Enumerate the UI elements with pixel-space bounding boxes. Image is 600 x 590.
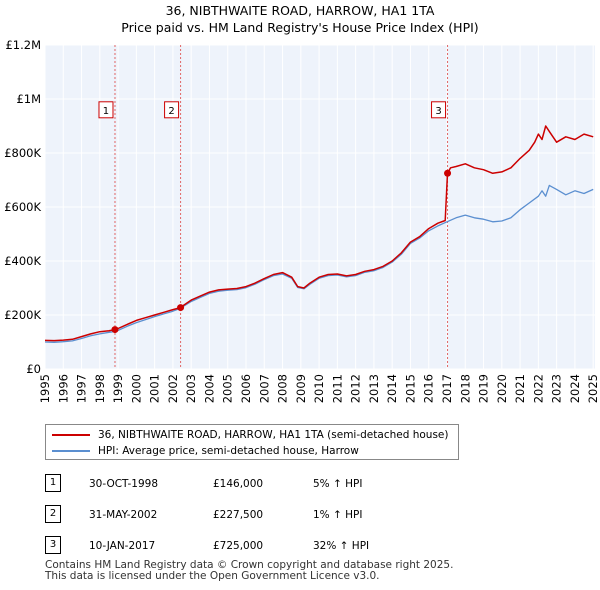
sale-point bbox=[111, 326, 119, 334]
sale-hpi-delta: 32% ↑ HPI bbox=[313, 540, 370, 552]
x-tick-label: 1999 bbox=[111, 374, 125, 403]
x-tick-label: 1997 bbox=[75, 374, 89, 403]
x-tick-label: 2013 bbox=[367, 374, 381, 403]
x-tick-label: 2024 bbox=[568, 374, 582, 403]
hpi-line-swatch bbox=[52, 450, 90, 452]
table-row: 2 31-MAY-2002 £227,500 1% ↑ HPI bbox=[45, 505, 465, 523]
x-tick-label: 2009 bbox=[294, 374, 308, 403]
x-tick-label: 2015 bbox=[403, 374, 417, 403]
legend-property-label: 36, NIBTHWAITE ROAD, HARROW, HA1 1TA (se… bbox=[98, 429, 449, 441]
x-tick-label: 2020 bbox=[495, 374, 509, 403]
x-tick-label: 2025 bbox=[586, 374, 600, 403]
footer-copyright: Contains HM Land Registry data © Crown c… bbox=[45, 559, 454, 571]
sale-label-text: 2 bbox=[168, 106, 174, 117]
y-tick-label: £800K bbox=[4, 146, 41, 160]
legend-item-property: 36, NIBTHWAITE ROAD, HARROW, HA1 1TA (se… bbox=[52, 427, 448, 443]
x-tick-label: 2003 bbox=[184, 374, 198, 403]
x-tick-label: 1998 bbox=[93, 374, 107, 403]
sale-label-box bbox=[98, 101, 114, 119]
sale-date: 10-JAN-2017 bbox=[89, 540, 156, 552]
sale-date: 30-OCT-1998 bbox=[89, 478, 158, 490]
x-tick-label: 2006 bbox=[239, 374, 253, 403]
sale-price: £227,500 bbox=[213, 509, 264, 521]
sale-number-badge: 3 bbox=[45, 536, 61, 554]
price-chart: £0 £200K £400K £600K £800K £1M £1.2M 1995 1996 19… bbox=[4, 38, 600, 403]
x-tick-label: 2004 bbox=[202, 374, 216, 403]
legend: 36, NIBTHWAITE ROAD, HARROW, HA1 1TA (se… bbox=[45, 424, 459, 460]
x-tick-label: 1996 bbox=[56, 374, 70, 403]
x-tick-label: 2016 bbox=[422, 374, 436, 403]
sale-label-box bbox=[431, 101, 447, 119]
x-tick-label: 2019 bbox=[477, 374, 491, 403]
table-row: 3 10-JAN-2017 £725,000 32% ↑ HPI bbox=[45, 536, 465, 554]
x-tick-label: 2005 bbox=[221, 374, 235, 403]
x-tick-label: 2023 bbox=[550, 374, 564, 403]
sale-number-badge: 2 bbox=[45, 505, 61, 523]
x-tick-label: 2008 bbox=[276, 374, 290, 403]
sale-date: 31-MAY-2002 bbox=[89, 509, 158, 521]
legend-item-hpi: HPI: Average price, semi-detached house,… bbox=[52, 443, 359, 459]
sale-point bbox=[444, 169, 452, 177]
sale-price: £146,000 bbox=[213, 478, 264, 490]
y-tick-label: £1M bbox=[16, 92, 41, 106]
x-tick-label: 2002 bbox=[166, 374, 180, 403]
y-tick-label: £400K bbox=[4, 254, 41, 268]
legend-hpi-label: HPI: Average price, semi-detached house,… bbox=[98, 445, 359, 457]
chart-title: 36, NIBTHWAITE ROAD, HARROW, HA1 1TA Pri… bbox=[0, 2, 600, 36]
sale-hpi-delta: 5% ↑ HPI bbox=[313, 478, 363, 490]
footer-licence: This data is licensed under the Open Gov… bbox=[45, 570, 380, 582]
x-tick-label: 2001 bbox=[148, 374, 162, 403]
x-tick-label: 2014 bbox=[385, 374, 399, 403]
x-tick-label: 2012 bbox=[349, 374, 363, 403]
x-tick-label: 1995 bbox=[38, 374, 52, 403]
x-tick-label: 2011 bbox=[330, 374, 344, 403]
subtitle-line: Price paid vs. HM Land Registry's House … bbox=[121, 20, 479, 35]
x-tick-label: 2007 bbox=[257, 374, 271, 403]
y-tick-label: £0 bbox=[26, 362, 41, 376]
y-tick-label: £1.2M bbox=[5, 38, 41, 52]
x-tick-label: 2022 bbox=[531, 374, 545, 403]
x-tick-label: 2017 bbox=[440, 374, 454, 403]
sale-label-text: 1 bbox=[103, 106, 109, 117]
sale-price: £725,000 bbox=[213, 540, 264, 552]
sale-label-box bbox=[164, 101, 180, 119]
sale-point bbox=[177, 304, 185, 312]
x-tick-label: 2010 bbox=[312, 374, 326, 403]
hpi-line bbox=[44, 184, 594, 343]
property-price-line bbox=[44, 125, 594, 342]
y-tick-label: £600K bbox=[4, 200, 41, 214]
sale-number-badge: 1 bbox=[45, 474, 61, 492]
x-tick-label: 2018 bbox=[458, 374, 472, 403]
table-row: 1 30-OCT-1998 £146,000 5% ↑ HPI bbox=[45, 474, 465, 492]
x-tick-label: 2021 bbox=[513, 374, 527, 403]
x-tick-label: 2000 bbox=[129, 374, 143, 403]
sale-hpi-delta: 1% ↑ HPI bbox=[313, 509, 363, 521]
title-line: 36, NIBTHWAITE ROAD, HARROW, HA1 1TA bbox=[165, 3, 435, 18]
property-line-swatch bbox=[52, 434, 90, 436]
footer: Contains HM Land Registry data © Crown c… bbox=[45, 560, 453, 582]
y-tick-label: £200K bbox=[4, 308, 41, 322]
sale-label-text: 3 bbox=[435, 106, 441, 117]
